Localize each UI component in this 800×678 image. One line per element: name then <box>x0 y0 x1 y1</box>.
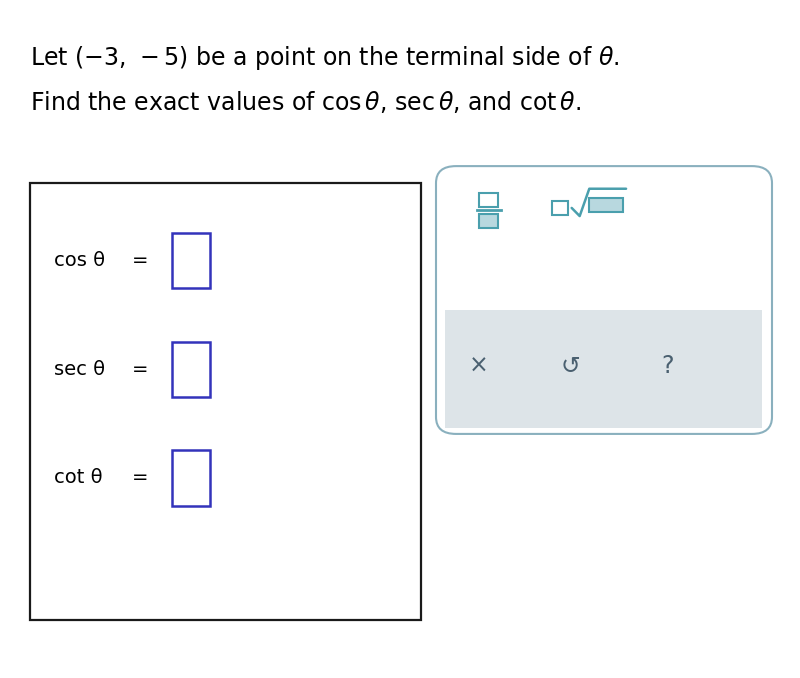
Text: cos θ: cos θ <box>54 251 106 270</box>
Text: sec θ: sec θ <box>54 360 106 379</box>
Text: Let $(-3,\,-5)$ be a point on the terminal side of $\theta$.: Let $(-3,\,-5)$ be a point on the termin… <box>30 44 620 72</box>
FancyBboxPatch shape <box>590 198 623 212</box>
FancyBboxPatch shape <box>479 214 498 228</box>
Text: =: = <box>132 468 148 487</box>
FancyBboxPatch shape <box>445 310 762 428</box>
Text: Find the exact values of $\mathrm{cos}\,\theta$, $\mathrm{sec}\,\theta$, and $\m: Find the exact values of $\mathrm{cos}\,… <box>30 89 582 115</box>
Text: ↺: ↺ <box>561 354 580 378</box>
FancyBboxPatch shape <box>436 166 772 434</box>
Text: cot θ: cot θ <box>54 468 103 487</box>
FancyBboxPatch shape <box>172 233 210 288</box>
Text: ×: × <box>469 354 488 378</box>
Text: =: = <box>132 360 148 379</box>
Text: =: = <box>132 251 148 270</box>
FancyBboxPatch shape <box>172 450 210 506</box>
Text: ?: ? <box>662 354 674 378</box>
FancyBboxPatch shape <box>30 183 421 620</box>
FancyBboxPatch shape <box>172 342 210 397</box>
